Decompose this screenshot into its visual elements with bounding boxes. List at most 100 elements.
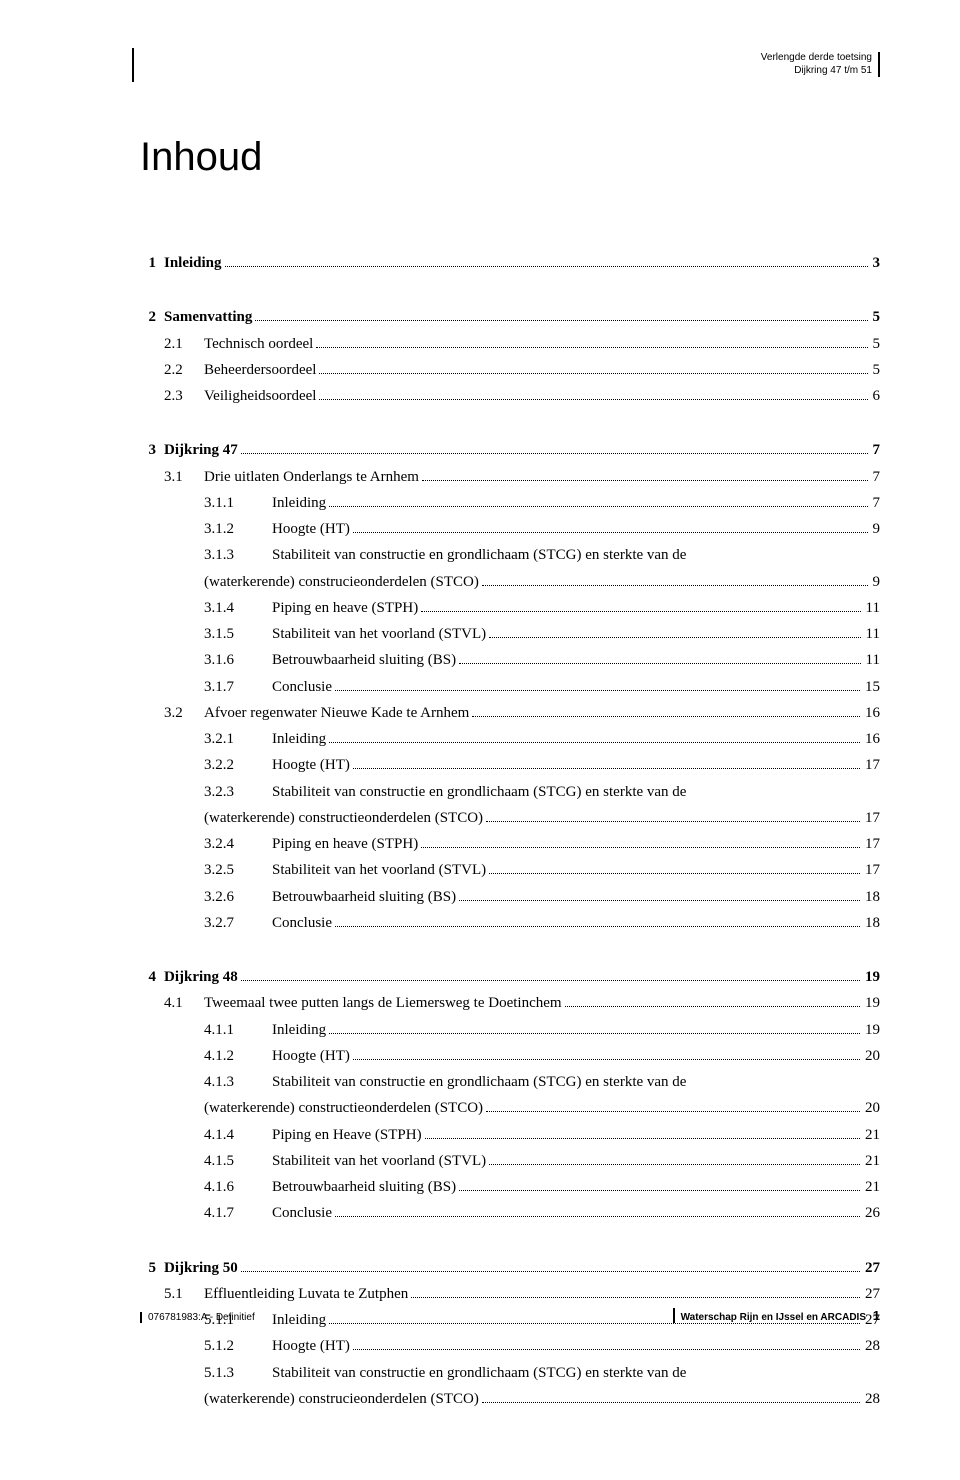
toc-sub2-label: Conclusie	[272, 910, 332, 936]
toc-row: 3.1.6Betrouwbaarheid sluiting (BS)11	[140, 647, 880, 673]
toc-sub2-label: Piping en Heave (STPH)	[272, 1122, 422, 1148]
toc-row: (waterkerende) construcieonderdelen (STC…	[140, 1386, 880, 1412]
toc-page: 7	[871, 464, 881, 490]
toc-leader	[241, 453, 868, 454]
toc-leader	[486, 821, 860, 822]
toc-page: 17	[863, 857, 880, 883]
toc-sub1-number: 3.1	[164, 464, 204, 490]
toc-page: 27	[863, 1255, 880, 1281]
toc-sub2-label-cont: (waterkerende) constructieonderdelen (ST…	[204, 805, 483, 831]
toc-chapter-number: 3	[140, 437, 164, 463]
toc-page: 28	[863, 1333, 880, 1359]
toc-row: 5.1Effluentleiding Luvata te Zutphen 27	[140, 1281, 880, 1307]
toc-row: 3.1.4Piping en heave (STPH)11	[140, 595, 880, 621]
toc-sub2-label: Hoogte (HT)	[272, 752, 350, 778]
toc-leader	[319, 399, 867, 400]
toc-leader	[241, 1271, 860, 1272]
toc-row: 4.1.6Betrouwbaarheid sluiting (BS)21	[140, 1174, 880, 1200]
toc-sub2-label: Stabiliteit van het voorland (STVL)	[272, 857, 486, 883]
toc-page: 5	[871, 331, 881, 357]
toc-sub2-label: Stabiliteit van constructie en grondlich…	[272, 542, 686, 568]
toc-page: 3	[871, 250, 881, 276]
footer-page-number: 1	[869, 1308, 880, 1323]
header-block: Verlengde derde toetsing Dijkring 47 t/m…	[761, 52, 880, 77]
toc-sub2-number: 4.1.1	[204, 1017, 272, 1043]
toc-row: 2.3Veiligheidsoordeel6	[140, 383, 880, 409]
toc-sub2-label: Stabiliteit van constructie en grondlich…	[272, 1360, 686, 1386]
toc-sub1-label: Effluentleiding Luvata te Zutphen	[204, 1281, 408, 1307]
toc-page: 9	[871, 516, 881, 542]
toc-leader	[255, 320, 867, 321]
toc-sub1-label: Afvoer regenwater Nieuwe Kade te Arnhem	[204, 700, 469, 726]
toc-page: 6	[871, 383, 881, 409]
toc-leader	[329, 1323, 860, 1324]
toc-page: 27	[863, 1281, 880, 1307]
toc-row: 3.2.7Conclusie 18	[140, 910, 880, 936]
toc-page: 26	[863, 1200, 880, 1226]
toc-chapter-number: 4	[140, 964, 164, 990]
toc-leader	[335, 690, 860, 691]
toc-page: 11	[864, 595, 880, 621]
toc-page: 18	[863, 910, 880, 936]
toc-row: 5.1.3Stabiliteit van constructie en gron…	[140, 1360, 880, 1386]
toc-row: 3.1Drie uitlaten Onderlangs te Arnhem7	[140, 464, 880, 490]
toc-row: 4.1.2Hoogte (HT)20	[140, 1043, 880, 1069]
toc-sub2-label-cont: (waterkerende) construcieonderdelen (STC…	[204, 569, 479, 595]
toc-row: 3.1.5Stabiliteit van het voorland (STVL)…	[140, 621, 880, 647]
toc-leader	[329, 506, 867, 507]
toc-leader	[335, 1216, 860, 1217]
toc-sub2-number: 3.1.3	[204, 542, 272, 568]
toc-sub1-label: Veiligheidsoordeel	[204, 383, 316, 409]
toc-sub1-number: 3.2	[164, 700, 204, 726]
toc-leader	[335, 926, 860, 927]
toc-sub2-number: 3.2.6	[204, 884, 272, 910]
toc-page: 15	[863, 674, 880, 700]
toc-page: 21	[863, 1174, 880, 1200]
toc-sub2-number: 5.1.3	[204, 1360, 272, 1386]
toc-sub1-number: 4.1	[164, 990, 204, 1016]
toc-sub2-label: Inleiding	[272, 490, 326, 516]
toc-leader	[421, 611, 860, 612]
toc-sub1-number: 5.1	[164, 1281, 204, 1307]
toc-leader	[225, 266, 868, 267]
toc-sub2-label: Piping en heave (STPH)	[272, 831, 418, 857]
toc-sub2-number: 4.1.6	[204, 1174, 272, 1200]
toc-leader	[489, 637, 860, 638]
footer-org-text: Waterschap Rijn en IJssel en ARCADIS	[681, 1312, 866, 1323]
toc-sub2-label-cont: (waterkerende) constructieonderdelen (ST…	[204, 1095, 483, 1121]
toc-leader	[459, 900, 860, 901]
toc-leader	[482, 585, 868, 586]
toc-sub2-number: 3.2.7	[204, 910, 272, 936]
toc-page: 21	[863, 1122, 880, 1148]
toc-sub2-label: Betrouwbaarheid sluiting (BS)	[272, 884, 456, 910]
toc-sub2-label-cont: (waterkerende) construcieonderdelen (STC…	[204, 1386, 479, 1412]
toc-page: 5	[871, 304, 881, 330]
toc-leader	[472, 716, 860, 717]
toc-row: 3.1.1Inleiding7	[140, 490, 880, 516]
toc-sub2-label: Stabiliteit van het voorland (STVL)	[272, 621, 486, 647]
toc-leader	[353, 1059, 860, 1060]
toc-row: 5Dijkring 5027	[140, 1255, 880, 1281]
toc-sub2-label: Betrouwbaarheid sluiting (BS)	[272, 647, 456, 673]
toc-leader	[353, 1349, 860, 1350]
toc-row: 3Dijkring 477	[140, 437, 880, 463]
table-of-contents: 1 Inleiding 3 2Samenvatting52.1Technisch oo…	[140, 250, 880, 1412]
toc-row: 2Samenvatting5	[140, 304, 880, 330]
footer: 076781983:A - Definitief Waterschap Rijn…	[140, 1308, 880, 1323]
page-title: Inhoud	[140, 135, 880, 180]
toc-page: 16	[863, 726, 880, 752]
toc-sub2-number: 3.2.1	[204, 726, 272, 752]
toc-row: 3.2.5Stabiliteit van het voorland (STVL)…	[140, 857, 880, 883]
toc-leader	[486, 1111, 860, 1112]
toc-section: 2Samenvatting52.1Technisch oordeel52.2Be…	[140, 304, 880, 409]
toc-sub2-label: Piping en heave (STPH)	[272, 595, 418, 621]
footer-org: Waterschap Rijn en IJssel en ARCADIS 1	[673, 1308, 880, 1323]
toc-sub2-number: 4.1.4	[204, 1122, 272, 1148]
toc-row: 4.1.4Piping en Heave (STPH) 21	[140, 1122, 880, 1148]
toc-chapter-number: 1	[140, 250, 164, 276]
toc-row: 3.1.3Stabiliteit van constructie en gron…	[140, 542, 880, 568]
toc-row: 3.2.1Inleiding16	[140, 726, 880, 752]
header-line-2: Dijkring 47 t/m 51	[761, 65, 872, 78]
toc-sub2-label: Inleiding	[272, 1017, 326, 1043]
toc-chapter-label: Dijkring 48	[164, 964, 238, 990]
